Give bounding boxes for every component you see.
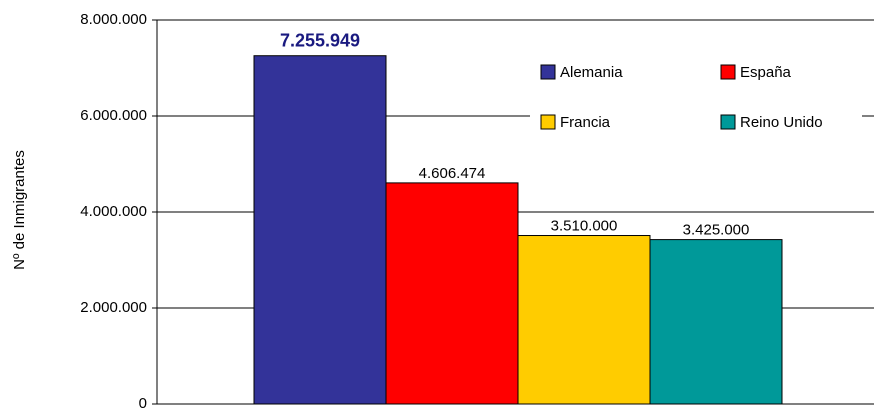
bar: [253, 55, 387, 405]
y-axis-label: Nº de Inmigrantes: [11, 150, 28, 270]
value-label: 7.255.949: [280, 30, 360, 50]
legend-label: Francia: [560, 114, 611, 131]
legend-label: España: [740, 64, 792, 81]
legend-swatch: [540, 114, 556, 130]
legend-swatch: [720, 64, 736, 80]
value-label: 4.606.474: [419, 165, 486, 182]
y-tick-label: 0: [139, 395, 147, 409]
y-tick-label: 2.000.000: [80, 299, 147, 316]
bar: [649, 239, 783, 405]
legend-label: Reino Unido: [740, 114, 823, 131]
legend-box: [530, 50, 862, 142]
bar: [385, 182, 519, 405]
legend-label: Alemania: [560, 64, 623, 81]
y-tick-label: 4.000.000: [80, 203, 147, 220]
bar: [517, 235, 651, 405]
value-label: 3.425.000: [683, 222, 750, 239]
y-tick-label: 6.000.000: [80, 107, 147, 124]
legend-swatch: [720, 114, 736, 130]
legend-swatch: [540, 64, 556, 80]
y-tick-label: 8.000.000: [80, 11, 147, 28]
value-label: 3.510.000: [551, 217, 618, 234]
